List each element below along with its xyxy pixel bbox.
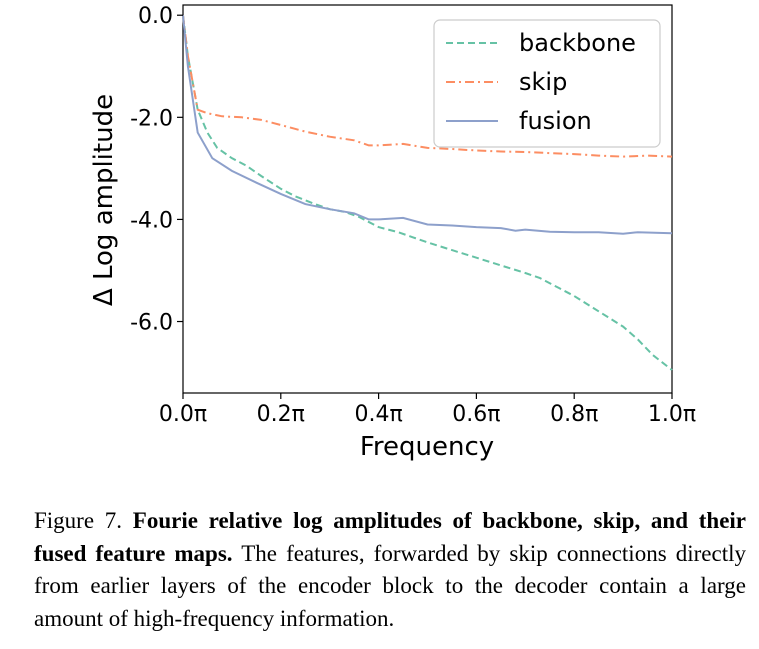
y-tick-label: -4.0 (130, 208, 173, 233)
x-tick-label: 0.6π (452, 402, 500, 427)
legend-box (433, 19, 661, 148)
figure-label: Figure 7. (34, 508, 123, 533)
series-layer (182, 15, 673, 371)
x-tick-label: 0.8π (550, 402, 598, 427)
legend-label-skip: skip (519, 68, 567, 96)
y-tick-label: -2.0 (130, 106, 173, 131)
x-tick-label: 0.4π (354, 402, 402, 427)
x-axis-label: Frequency (360, 432, 494, 462)
x-axis: 0.0π 0.2π 0.4π 0.6π 0.8π 1.0π (159, 393, 696, 427)
y-axis-label: Δ Log amplitude (89, 94, 119, 306)
x-tick-label: 0.0π (159, 402, 207, 427)
y-tick-label: -6.0 (130, 311, 173, 336)
x-tick-label: 1.0π (648, 402, 696, 427)
chart: 0.0 -2.0 -4.0 -6.0 0.0π 0.2π 0.4π 0.6π 0.8π 1.0π… (89, 4, 696, 462)
legend-entries: backbone skip fusion (446, 29, 636, 135)
caption-body: The features, forwarded by skip connecti… (34, 540, 746, 631)
legend-label-backbone: backbone (519, 29, 636, 57)
y-tick-label: 0.0 (138, 4, 173, 29)
y-axis: 0.0 -2.0 -4.0 -6.0 (130, 4, 183, 336)
caption-title: Fourie relative log amplitudes of backbo… (34, 508, 747, 566)
plot-frame (182, 4, 673, 394)
series-line-fusion (182, 15, 673, 235)
series-line-backbone (182, 15, 673, 371)
series-line-skip (182, 15, 673, 158)
x-tick-label: 0.2π (257, 402, 305, 427)
figure-caption: Figure 7. Fourie relative log amplitudes… (34, 505, 746, 635)
legend-label-fusion: fusion (519, 107, 592, 135)
legend: backbone skip fusion (433, 19, 661, 148)
